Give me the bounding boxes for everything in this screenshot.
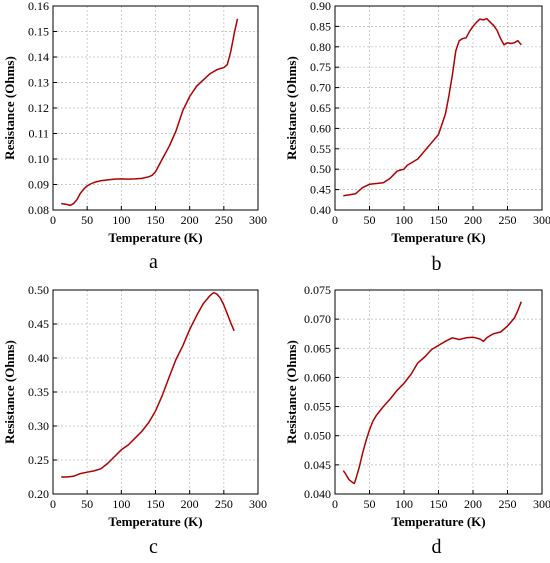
y-tick-label: 0.050 bbox=[304, 429, 331, 443]
y-tick-label: 0.70 bbox=[310, 81, 331, 95]
y-axis-label: Resistance (Ohms) bbox=[2, 340, 17, 444]
y-tick-label: 0.40 bbox=[28, 351, 49, 365]
y-tick-label: 0.08 bbox=[28, 203, 49, 217]
y-tick-label: 0.10 bbox=[28, 152, 49, 166]
x-tick-label: 250 bbox=[499, 213, 517, 227]
x-tick-label: 200 bbox=[464, 213, 482, 227]
x-tick-label: 0 bbox=[50, 213, 56, 227]
y-tick-label: 0.15 bbox=[28, 25, 49, 39]
panel-letter: c bbox=[149, 536, 158, 558]
y-tick-label: 0.25 bbox=[28, 453, 49, 467]
y-tick-label: 0.50 bbox=[310, 162, 331, 176]
x-tick-label: 50 bbox=[81, 213, 93, 227]
x-tick-label: 300 bbox=[249, 497, 267, 511]
y-tick-label: 0.13 bbox=[28, 76, 49, 90]
x-tick-label: 250 bbox=[215, 213, 233, 227]
plot-frame bbox=[334, 5, 543, 211]
y-tick-label: 0.45 bbox=[28, 317, 49, 331]
x-tick-label: 0 bbox=[332, 213, 338, 227]
x-tick-label: 150 bbox=[147, 213, 165, 227]
x-tick-label: 200 bbox=[181, 213, 199, 227]
y-tick-label: 0.040 bbox=[304, 487, 331, 501]
panel-letter: d bbox=[432, 536, 442, 558]
x-tick-label: 100 bbox=[395, 497, 413, 511]
panel-c: 0 50 100 150 200 250 300 0.20 0.25 0.30 0.35 0.40 0.… bbox=[2, 283, 267, 558]
x-tick-label: 100 bbox=[112, 213, 130, 227]
resistance-series-line bbox=[61, 18, 239, 207]
x-tick-label: 50 bbox=[364, 497, 376, 511]
x-tick-label: 0 bbox=[332, 497, 338, 511]
x-tick-label: 250 bbox=[499, 497, 517, 511]
y-tick-label: 0.55 bbox=[310, 142, 331, 156]
y-tick-label: 0.075 bbox=[304, 283, 331, 297]
panel-letter: a bbox=[149, 251, 158, 273]
y-tick-label: 0.11 bbox=[28, 127, 49, 141]
x-tick-label: 100 bbox=[395, 213, 413, 227]
y-tick-label: 0.80 bbox=[310, 40, 331, 54]
x-tick-label: 0 bbox=[50, 497, 56, 511]
panel-b: 0 50 100 150 200 250 300 0.40 0.45 0.50 0.55 0.60 0.… bbox=[284, 0, 550, 275]
x-tick-label: 150 bbox=[430, 213, 448, 227]
y-tick-label: 0.09 bbox=[28, 178, 49, 192]
x-tick-label: 200 bbox=[181, 497, 199, 511]
x-axis-label: Temperature (K) bbox=[391, 514, 485, 529]
x-axis-label: Temperature (K) bbox=[108, 514, 202, 529]
plot-frame bbox=[52, 5, 259, 211]
y-tick-label: 0.12 bbox=[28, 101, 49, 115]
y-axis-label: Resistance (Ohms) bbox=[284, 340, 299, 444]
y-tick-label: 0.40 bbox=[310, 203, 331, 217]
x-tick-label: 150 bbox=[430, 497, 448, 511]
x-tick-label: 50 bbox=[81, 497, 93, 511]
panel-a: 0 50 100 150 200 250 300 0.08 0.09 0.10 0.11 0.12 0.… bbox=[2, 0, 267, 273]
y-tick-label: 0.90 bbox=[310, 0, 331, 13]
y-tick-label: 0.45 bbox=[310, 183, 331, 197]
plot-frame bbox=[52, 289, 259, 495]
y-tick-label: 0.75 bbox=[310, 60, 331, 74]
y-tick-label: 0.065 bbox=[304, 341, 331, 355]
y-tick-label: 0.055 bbox=[304, 400, 331, 414]
y-tick-label: 0.16 bbox=[28, 0, 49, 13]
x-axis-label: Temperature (K) bbox=[391, 230, 485, 245]
y-tick-label: 0.60 bbox=[310, 121, 331, 135]
y-tick-label: 0.65 bbox=[310, 101, 331, 115]
y-tick-label: 0.30 bbox=[28, 419, 49, 433]
resistance-series-line bbox=[342, 301, 522, 485]
x-tick-label: 150 bbox=[147, 497, 165, 511]
x-tick-label: 300 bbox=[533, 213, 550, 227]
y-tick-label: 0.070 bbox=[304, 312, 331, 326]
x-tick-label: 200 bbox=[464, 497, 482, 511]
y-tick-label: 0.35 bbox=[28, 385, 49, 399]
y-axis-label: Resistance (Ohms) bbox=[284, 56, 299, 160]
x-tick-label: 50 bbox=[364, 213, 376, 227]
resistance-series-line bbox=[343, 17, 522, 197]
y-tick-label: 0.20 bbox=[28, 487, 49, 501]
y-tick-label: 0.045 bbox=[304, 458, 331, 472]
panel-d: 0 50 100 150 200 250 300 0.040 0.045 0.050 0.055 0.… bbox=[284, 283, 550, 558]
x-tick-label: 250 bbox=[215, 497, 233, 511]
y-tick-label: 0.060 bbox=[304, 370, 331, 384]
x-tick-label: 300 bbox=[249, 213, 267, 227]
panel-letter: b bbox=[432, 253, 442, 275]
x-axis-label: Temperature (K) bbox=[108, 230, 202, 245]
x-tick-label: 300 bbox=[533, 497, 550, 511]
x-tick-label: 100 bbox=[112, 497, 130, 511]
y-tick-label: 0.85 bbox=[310, 19, 331, 33]
resistance-series-line bbox=[61, 291, 235, 478]
y-tick-label: 0.14 bbox=[28, 50, 49, 64]
y-axis-label: Resistance (Ohms) bbox=[2, 56, 17, 160]
y-tick-label: 0.50 bbox=[28, 283, 49, 297]
plot-frame bbox=[334, 289, 543, 495]
